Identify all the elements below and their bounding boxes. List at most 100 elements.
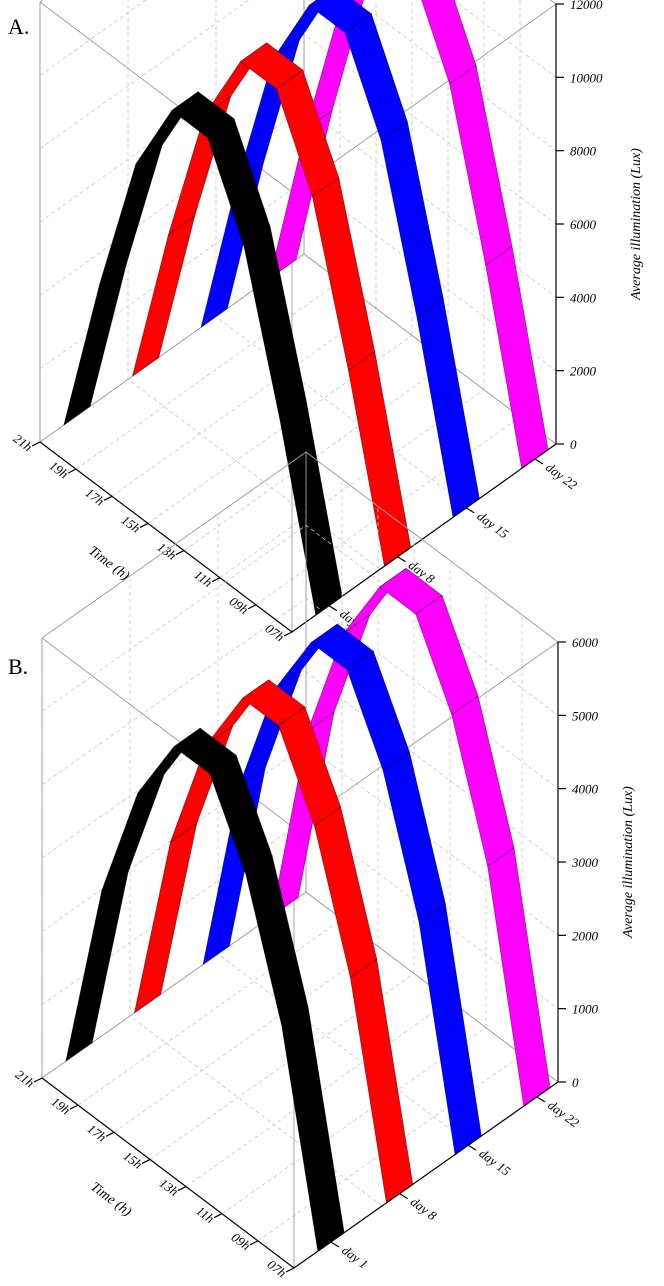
z-tick-label: 8000 [570, 144, 597, 159]
floor-gridline [219, 389, 485, 579]
day-tick-label: day 15 [476, 1146, 513, 1179]
ribbon-segment [416, 298, 480, 518]
time-tick-label: 09h [227, 594, 252, 618]
z-tick-label: 2000 [572, 928, 599, 943]
ribbon-segment [418, 902, 482, 1156]
day-tick-mark [536, 1096, 546, 1103]
day-tick-label: day 8 [408, 1194, 440, 1223]
time-tick-label: 07h [265, 1257, 290, 1281]
ribbon-segment [421, 0, 477, 85]
z-tick-label: 4000 [570, 290, 597, 305]
ribbon-segment [272, 0, 327, 60]
ribbon-segment [346, 650, 410, 771]
floor-gridline [75, 280, 341, 470]
axis-frame-edge [291, 3, 557, 193]
z-tick-label: 6000 [570, 217, 597, 232]
floor-gridline [127, 379, 381, 570]
day-tick-label: day 22 [545, 1097, 582, 1130]
axis-frame-edge [293, 641, 559, 829]
floor-gridline [111, 307, 377, 497]
time-tick-mark [247, 604, 257, 610]
z-tick-label: 5000 [572, 708, 599, 723]
time-axis-line [41, 1077, 295, 1269]
time-tick-mark [213, 1213, 223, 1219]
ribbon-segment [350, 958, 414, 1204]
day-axis-line [291, 443, 557, 633]
z-tick-label: 10000 [570, 70, 603, 85]
panel-label: A. [8, 14, 30, 39]
floor-gridline [113, 945, 379, 1133]
wall-gridline [39, 0, 557, 5]
panel-label: B. [8, 654, 29, 679]
z-tick-label: 0 [570, 437, 577, 452]
day-tick-mark [397, 556, 406, 563]
time-tick-label: 15h [119, 512, 144, 536]
ribbon-segment [312, 177, 376, 371]
z-tick-label: 2000 [570, 364, 597, 379]
time-tick-mark [175, 550, 185, 556]
ribbon-segment [314, 806, 378, 979]
time-tick-label: 21h [13, 1067, 38, 1091]
ribbon-segment [348, 351, 412, 567]
ribbon-segment [133, 822, 198, 1014]
z-tick-label: 0 [572, 1075, 579, 1090]
ribbon-segment [279, 399, 343, 616]
day-tick-mark [399, 1193, 408, 1200]
time-tick-mark [33, 1077, 43, 1083]
time-tick-mark [69, 1104, 79, 1110]
day-tick-mark [465, 507, 475, 514]
time-tick-mark [211, 577, 221, 583]
ribbon-segment [131, 215, 196, 377]
time-tick-mark [105, 1131, 115, 1137]
time-tick-mark [103, 495, 113, 501]
ribbon-segment [487, 847, 551, 1107]
time-tick-label: 17h [85, 1121, 110, 1145]
day-axis-line [293, 1081, 559, 1269]
ribbon-segment [101, 773, 165, 892]
z-axis-title: Average illumination (Lux) [629, 148, 644, 301]
time-tick-label: 11h [191, 567, 215, 590]
z-tick-label: 1000 [572, 1002, 599, 1017]
time-tick-mark [285, 1267, 295, 1273]
z-tick-label: 3000 [571, 855, 599, 870]
day-tick-label: day 15 [474, 508, 511, 541]
time-tick-mark [31, 441, 41, 447]
ribbon-segment [63, 264, 127, 426]
time-tick-label: 17h [83, 485, 108, 509]
floor-gridline [129, 1015, 383, 1207]
time-tick-label: 21h [11, 431, 36, 455]
day-tick-label: day 22 [543, 459, 580, 492]
floor-gridline [215, 316, 469, 507]
time-tick-label: 19h [49, 1094, 74, 1118]
time-axis-title: Time (h) [87, 1180, 134, 1220]
day-tick-mark [330, 1241, 340, 1248]
floor-gridline [147, 335, 413, 524]
ribbon-segment [99, 144, 163, 285]
z-tick-label: 4000 [572, 782, 599, 797]
chart-panel-b: B. 07h 09h 11h 13h 15h 17h 19h 21h Time (h) day 1… [0, 451, 664, 1286]
ribbon-segment [451, 695, 515, 867]
z-axis-title: Average illumination (Lux) [621, 786, 636, 939]
floor-gridline [217, 953, 471, 1145]
time-tick-label: 19h [47, 458, 72, 482]
day-tick-mark [467, 1144, 477, 1151]
ribbon-segment [281, 1006, 345, 1252]
axis-frame-edge [39, 0, 44, 3]
floor-gridline [77, 918, 343, 1106]
time-tick-mark [139, 522, 149, 528]
time-tick-mark [67, 468, 77, 474]
day-tick-mark [328, 605, 338, 612]
ribbon-segment [65, 871, 129, 1062]
time-tick-mark [177, 1186, 187, 1192]
ribbon-segment [380, 121, 444, 319]
z-tick-label: 12000 [570, 0, 603, 12]
time-tick-mark [141, 1158, 151, 1164]
axis-frame-edge [41, 451, 307, 639]
time-tick-mark [283, 631, 293, 637]
time-tick-label: 09h [229, 1230, 254, 1254]
time-tick-label: 13h [157, 1175, 182, 1199]
time-tick-label: 15h [121, 1148, 146, 1172]
